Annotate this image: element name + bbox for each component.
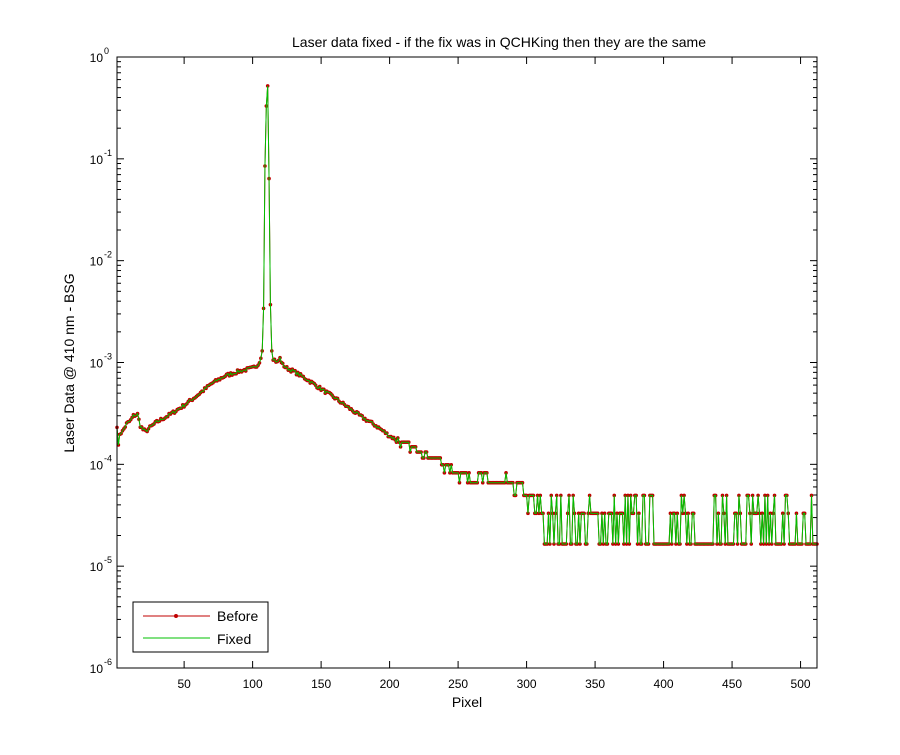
plot-area-frame bbox=[116, 56, 818, 669]
y-tick-exponent: -6 bbox=[104, 657, 112, 667]
x-tick-label: 50 bbox=[177, 677, 191, 691]
x-tick-label: 400 bbox=[654, 677, 674, 691]
chart-title: Laser data fixed - if the fix was in QCH… bbox=[292, 34, 706, 50]
x-tick-label: 300 bbox=[517, 677, 537, 691]
y-tick-exponent: -5 bbox=[104, 555, 112, 565]
legend[interactable]: Before Fixed bbox=[132, 601, 269, 653]
y-tick-label: 10 bbox=[90, 255, 104, 269]
y-tick-label: 10 bbox=[90, 560, 104, 574]
y-tick-label: 10 bbox=[90, 357, 104, 371]
y-tick-exponent: -1 bbox=[104, 148, 112, 158]
x-tick-label: 150 bbox=[311, 677, 331, 691]
fixed-line bbox=[116, 85, 817, 545]
y-tick-label: 10 bbox=[90, 458, 104, 472]
legend-fixed-label: Fixed bbox=[217, 631, 251, 647]
x-tick-labels: 50 100 150 200 250 300 350 400 450 500 bbox=[177, 677, 810, 691]
series-fixed bbox=[116, 85, 817, 545]
x-tick-label: 100 bbox=[243, 677, 263, 691]
y-tick-label: 10 bbox=[90, 153, 104, 167]
y-axis-label: Laser Data @ 410 nm - BSG bbox=[61, 273, 77, 452]
x-tick-label: 450 bbox=[722, 677, 742, 691]
y-tick-label: 10 bbox=[90, 51, 104, 65]
y-tick-exponent: -3 bbox=[104, 352, 112, 362]
axis-ticks bbox=[117, 56, 817, 669]
y-tick-exponent: 0 bbox=[104, 46, 109, 56]
x-tick-label: 350 bbox=[585, 677, 605, 691]
y-tick-exponent: -4 bbox=[104, 453, 112, 463]
y-tick-exponent: -2 bbox=[104, 250, 112, 260]
x-tick-label: 250 bbox=[448, 677, 468, 691]
legend-before-label: Before bbox=[217, 608, 258, 624]
x-tick-label: 200 bbox=[380, 677, 400, 691]
x-tick-label: 500 bbox=[791, 677, 811, 691]
legend-box bbox=[132, 601, 269, 653]
legend-before-marker bbox=[174, 614, 178, 618]
x-axis-label: Pixel bbox=[452, 694, 482, 710]
y-tick-label: 10 bbox=[90, 662, 104, 676]
